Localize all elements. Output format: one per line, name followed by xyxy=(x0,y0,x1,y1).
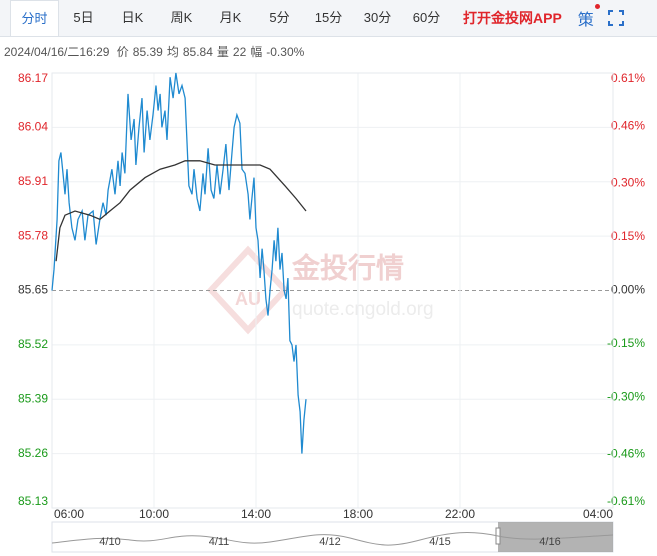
info-datetime: 2024/04/16/二16:29 xyxy=(4,45,110,59)
x-tick-label: 22:00 xyxy=(445,507,475,521)
y-tick-label: 85.52 xyxy=(18,337,48,351)
navigator-label: 4/11 xyxy=(209,536,230,548)
y-tick-label: 85.65 xyxy=(18,283,48,297)
watermark-title: 金投行情 xyxy=(291,251,404,283)
series-line xyxy=(51,72,307,454)
y2-tick-label: -0.15% xyxy=(607,336,645,350)
navigator-line xyxy=(51,532,614,546)
series-line xyxy=(55,160,307,262)
info-line: 2024/04/16/二16:29 价 85.39 均 85.84 量 22 幅 -0.30% xyxy=(4,43,308,60)
navigator-label: 4/10 xyxy=(99,536,120,548)
y-tick-label: 85.39 xyxy=(18,391,48,405)
tab-bar: 分时 5日 日K 周K 月K 5分 15分 30分 60分 打开金投网APP 策 xyxy=(0,0,657,37)
info-value: 22 xyxy=(232,45,247,59)
tab[interactable]: 月K xyxy=(219,10,242,25)
x-tick-label: 06:00 xyxy=(54,507,84,521)
y2-tick-label: 0.15% xyxy=(611,229,645,243)
navigator-label: 4/16 xyxy=(539,536,560,548)
fullscreen-button[interactable] xyxy=(607,10,624,26)
info-value: 85.84 xyxy=(182,45,213,59)
tab[interactable]: 日K xyxy=(121,10,144,25)
tab[interactable]: 5日 xyxy=(73,10,94,25)
info-value: -0.30% xyxy=(266,45,305,59)
y2-tick-label: -0.30% xyxy=(607,390,645,404)
tab[interactable]: 15分 xyxy=(314,10,343,25)
tab[interactable]: 周K xyxy=(170,10,193,25)
navigator-label: 4/12 xyxy=(319,536,340,548)
info-label: 量 xyxy=(216,45,229,59)
y2-tick-label: 0.00% xyxy=(611,283,645,297)
y-tick-label: 86.04 xyxy=(18,120,48,134)
navigator-selection xyxy=(498,522,613,552)
y2-tick-label: 0.61% xyxy=(611,71,645,85)
x-tick-label: 14:00 xyxy=(241,507,271,521)
watermark-url: quote.cngold.org xyxy=(292,299,434,320)
y-tick-label: 85.78 xyxy=(18,228,48,242)
watermark-logo: AU xyxy=(235,289,261,309)
x-tick-label: 18:00 xyxy=(343,507,373,521)
info-label: 均 xyxy=(166,45,179,59)
tab[interactable]: 5分 xyxy=(269,10,290,25)
y2-tick-label: 0.30% xyxy=(611,176,645,190)
x-tick-label: 10:00 xyxy=(139,507,169,521)
y-tick-label: 85.26 xyxy=(18,446,48,460)
y2-tick-label: -0.46% xyxy=(607,447,645,461)
y-tick-label: 86.17 xyxy=(18,71,48,85)
info-value: 85.39 xyxy=(132,45,163,59)
navigator-label: 4/15 xyxy=(429,536,450,548)
y-tick-label: 85.13 xyxy=(18,494,48,508)
info-label: 幅 xyxy=(250,45,263,59)
y2-tick-label: 0.46% xyxy=(611,119,645,133)
y2-tick-label: -0.61% xyxy=(607,494,645,508)
watermark-shape xyxy=(206,245,290,335)
tab[interactable]: 30分 xyxy=(363,10,392,25)
tab[interactable]: 分时 xyxy=(10,0,59,36)
x-tick-label: 04:00 xyxy=(583,507,613,521)
strategy-button[interactable]: 策 xyxy=(578,4,600,30)
tab[interactable]: 60分 xyxy=(412,10,441,25)
app-link[interactable]: 打开金投网APP xyxy=(463,10,562,26)
y-tick-label: 85.91 xyxy=(18,174,48,188)
info-label: 价 xyxy=(116,45,129,59)
